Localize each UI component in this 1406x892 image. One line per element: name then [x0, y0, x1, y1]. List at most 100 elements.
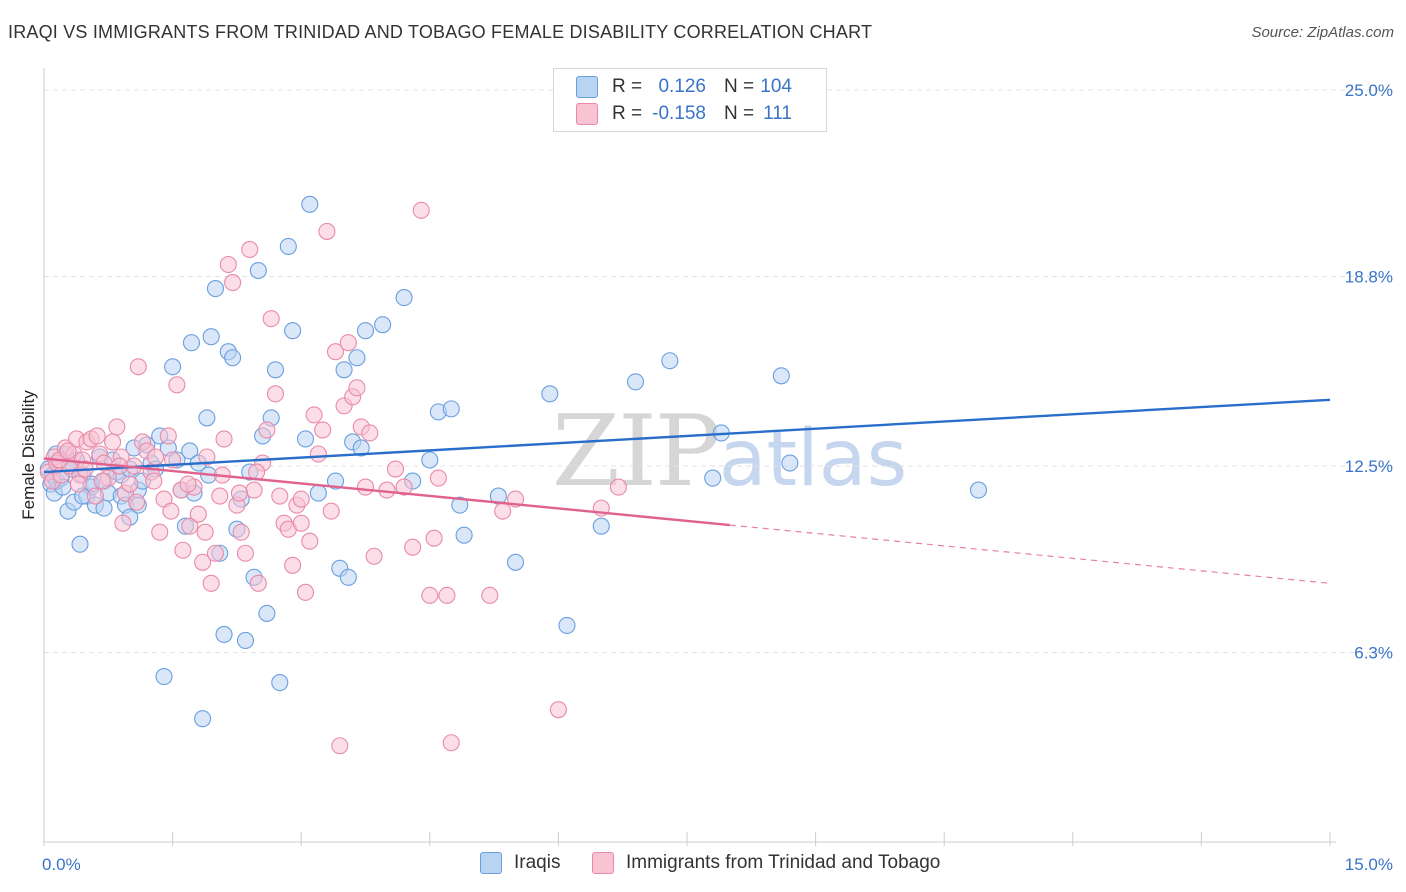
trinidad-point — [159, 427, 177, 445]
iraqis-point — [326, 472, 345, 490]
iraqis-point — [781, 454, 799, 472]
trinidad-point — [292, 514, 310, 532]
trinidad-points — [39, 201, 627, 755]
iraqis-point — [198, 409, 216, 427]
iraqis-point — [335, 361, 353, 379]
iraqis-point — [421, 451, 439, 469]
iraqis-trend-line — [43, 398, 1331, 474]
x-tick-label: 0.0% — [42, 855, 81, 874]
trinidad-point — [86, 487, 104, 505]
trinidad-point — [284, 556, 302, 574]
trinidad-point — [146, 448, 165, 466]
r-label: R = — [612, 76, 643, 97]
trinidad-point — [356, 478, 375, 496]
trinidad-legend-swatch — [592, 852, 614, 874]
trinidad-point — [168, 376, 186, 394]
iraqis-point — [592, 517, 610, 535]
iraqis-point — [442, 400, 460, 418]
trinidad-point — [339, 334, 357, 352]
iraqis-point — [194, 710, 212, 728]
trinidad-trend-extension — [729, 524, 1331, 584]
grid — [44, 89, 1392, 654]
n-label: N = — [724, 76, 755, 97]
trinidad-point — [348, 379, 366, 397]
trinidad-point — [232, 523, 250, 541]
iraqis-points — [39, 195, 988, 728]
iraqis-legend-swatch — [480, 852, 502, 874]
trinidad-point — [266, 385, 285, 403]
trinidad-point — [211, 487, 229, 505]
iraqis-point — [455, 526, 473, 544]
correlation-legend: R = 0.126 N = 104 R = -0.158 N = 111 — [553, 68, 827, 132]
iraqis-point — [374, 316, 392, 334]
trinidad-point — [404, 538, 422, 556]
trinidad-point — [425, 529, 443, 547]
trinidad-point — [69, 475, 87, 493]
legend-label-trinidad: Immigrants from Trinidad and Tobago — [626, 852, 941, 873]
trinidad-point — [236, 544, 255, 562]
trinidad-trend-line — [43, 457, 730, 527]
iraqis-point — [236, 631, 255, 650]
trinidad-point — [322, 502, 340, 520]
trinidad-point — [93, 472, 111, 490]
y-tick-label: 18.8% — [1345, 268, 1393, 287]
trinidad-point — [292, 490, 310, 508]
legend-row-iraqis: R = 0.126 N = 104 — [576, 74, 792, 100]
watermark: ZIPatlas — [552, 395, 907, 509]
r-value: -0.158 — [652, 103, 706, 124]
iraqis-point — [215, 625, 233, 644]
trinidad-point — [88, 427, 106, 445]
trinidad-point — [189, 505, 207, 523]
x-tick-label: 15.0% — [1345, 855, 1393, 874]
trend-lines — [43, 398, 1331, 584]
trinidad-point — [442, 734, 460, 752]
iraqis-point — [301, 195, 319, 213]
trinidad-point — [179, 475, 197, 493]
trinidad-swatch — [576, 103, 598, 125]
x-tick-labels: 0.0% 15.0% — [42, 855, 1393, 874]
trinidad-point — [114, 514, 132, 532]
iraqis-point — [206, 280, 225, 298]
iraqis-point — [772, 367, 790, 385]
trinidad-point — [318, 222, 336, 240]
iraqis-point — [352, 439, 370, 457]
legend-row-trinidad: R = -0.158 N = 111 — [576, 101, 792, 127]
trinidad-point — [301, 532, 319, 550]
y-tick-label: 25.0% — [1345, 81, 1393, 100]
trinidad-point — [609, 478, 627, 496]
series-legend: Iraqis Immigrants from Trinidad and Toba… — [0, 850, 1406, 880]
iraqis-point — [395, 289, 413, 307]
axes — [43, 68, 1336, 846]
iraqis-point — [155, 668, 173, 686]
iraqis-point — [279, 237, 297, 256]
iraqis-point — [181, 442, 199, 460]
trinidad-point — [241, 240, 259, 259]
iraqis-point — [704, 469, 722, 487]
trinidad-point — [258, 421, 276, 439]
trinidad-point — [198, 448, 216, 466]
trinidad-point — [421, 586, 439, 604]
trinidad-point — [326, 343, 345, 361]
y-tick-label: 12.5% — [1345, 457, 1393, 476]
r-label: R = — [612, 103, 643, 124]
trinidad-point — [245, 481, 263, 499]
n-label: N = — [724, 103, 755, 124]
trinidad-point — [386, 460, 405, 478]
source-label: Source: ZipAtlas.com — [1251, 24, 1394, 41]
trinidad-point — [129, 358, 147, 376]
watermark-zip: ZIP — [552, 395, 721, 509]
iraqis-point — [356, 322, 375, 340]
trinidad-point — [215, 430, 233, 448]
trinidad-point — [59, 442, 77, 460]
trinidad-point — [361, 424, 379, 442]
r-value: 0.126 — [658, 76, 706, 97]
iraqis-point — [541, 385, 559, 403]
iraqis-point — [309, 484, 327, 502]
trinidad-point — [219, 255, 237, 274]
n-value: 104 — [760, 76, 792, 97]
iraqis-point — [224, 349, 242, 367]
trinidad-point — [104, 433, 122, 451]
trinidad-point — [305, 406, 323, 424]
iraqis-point — [558, 616, 576, 634]
trinidad-point — [230, 484, 249, 502]
